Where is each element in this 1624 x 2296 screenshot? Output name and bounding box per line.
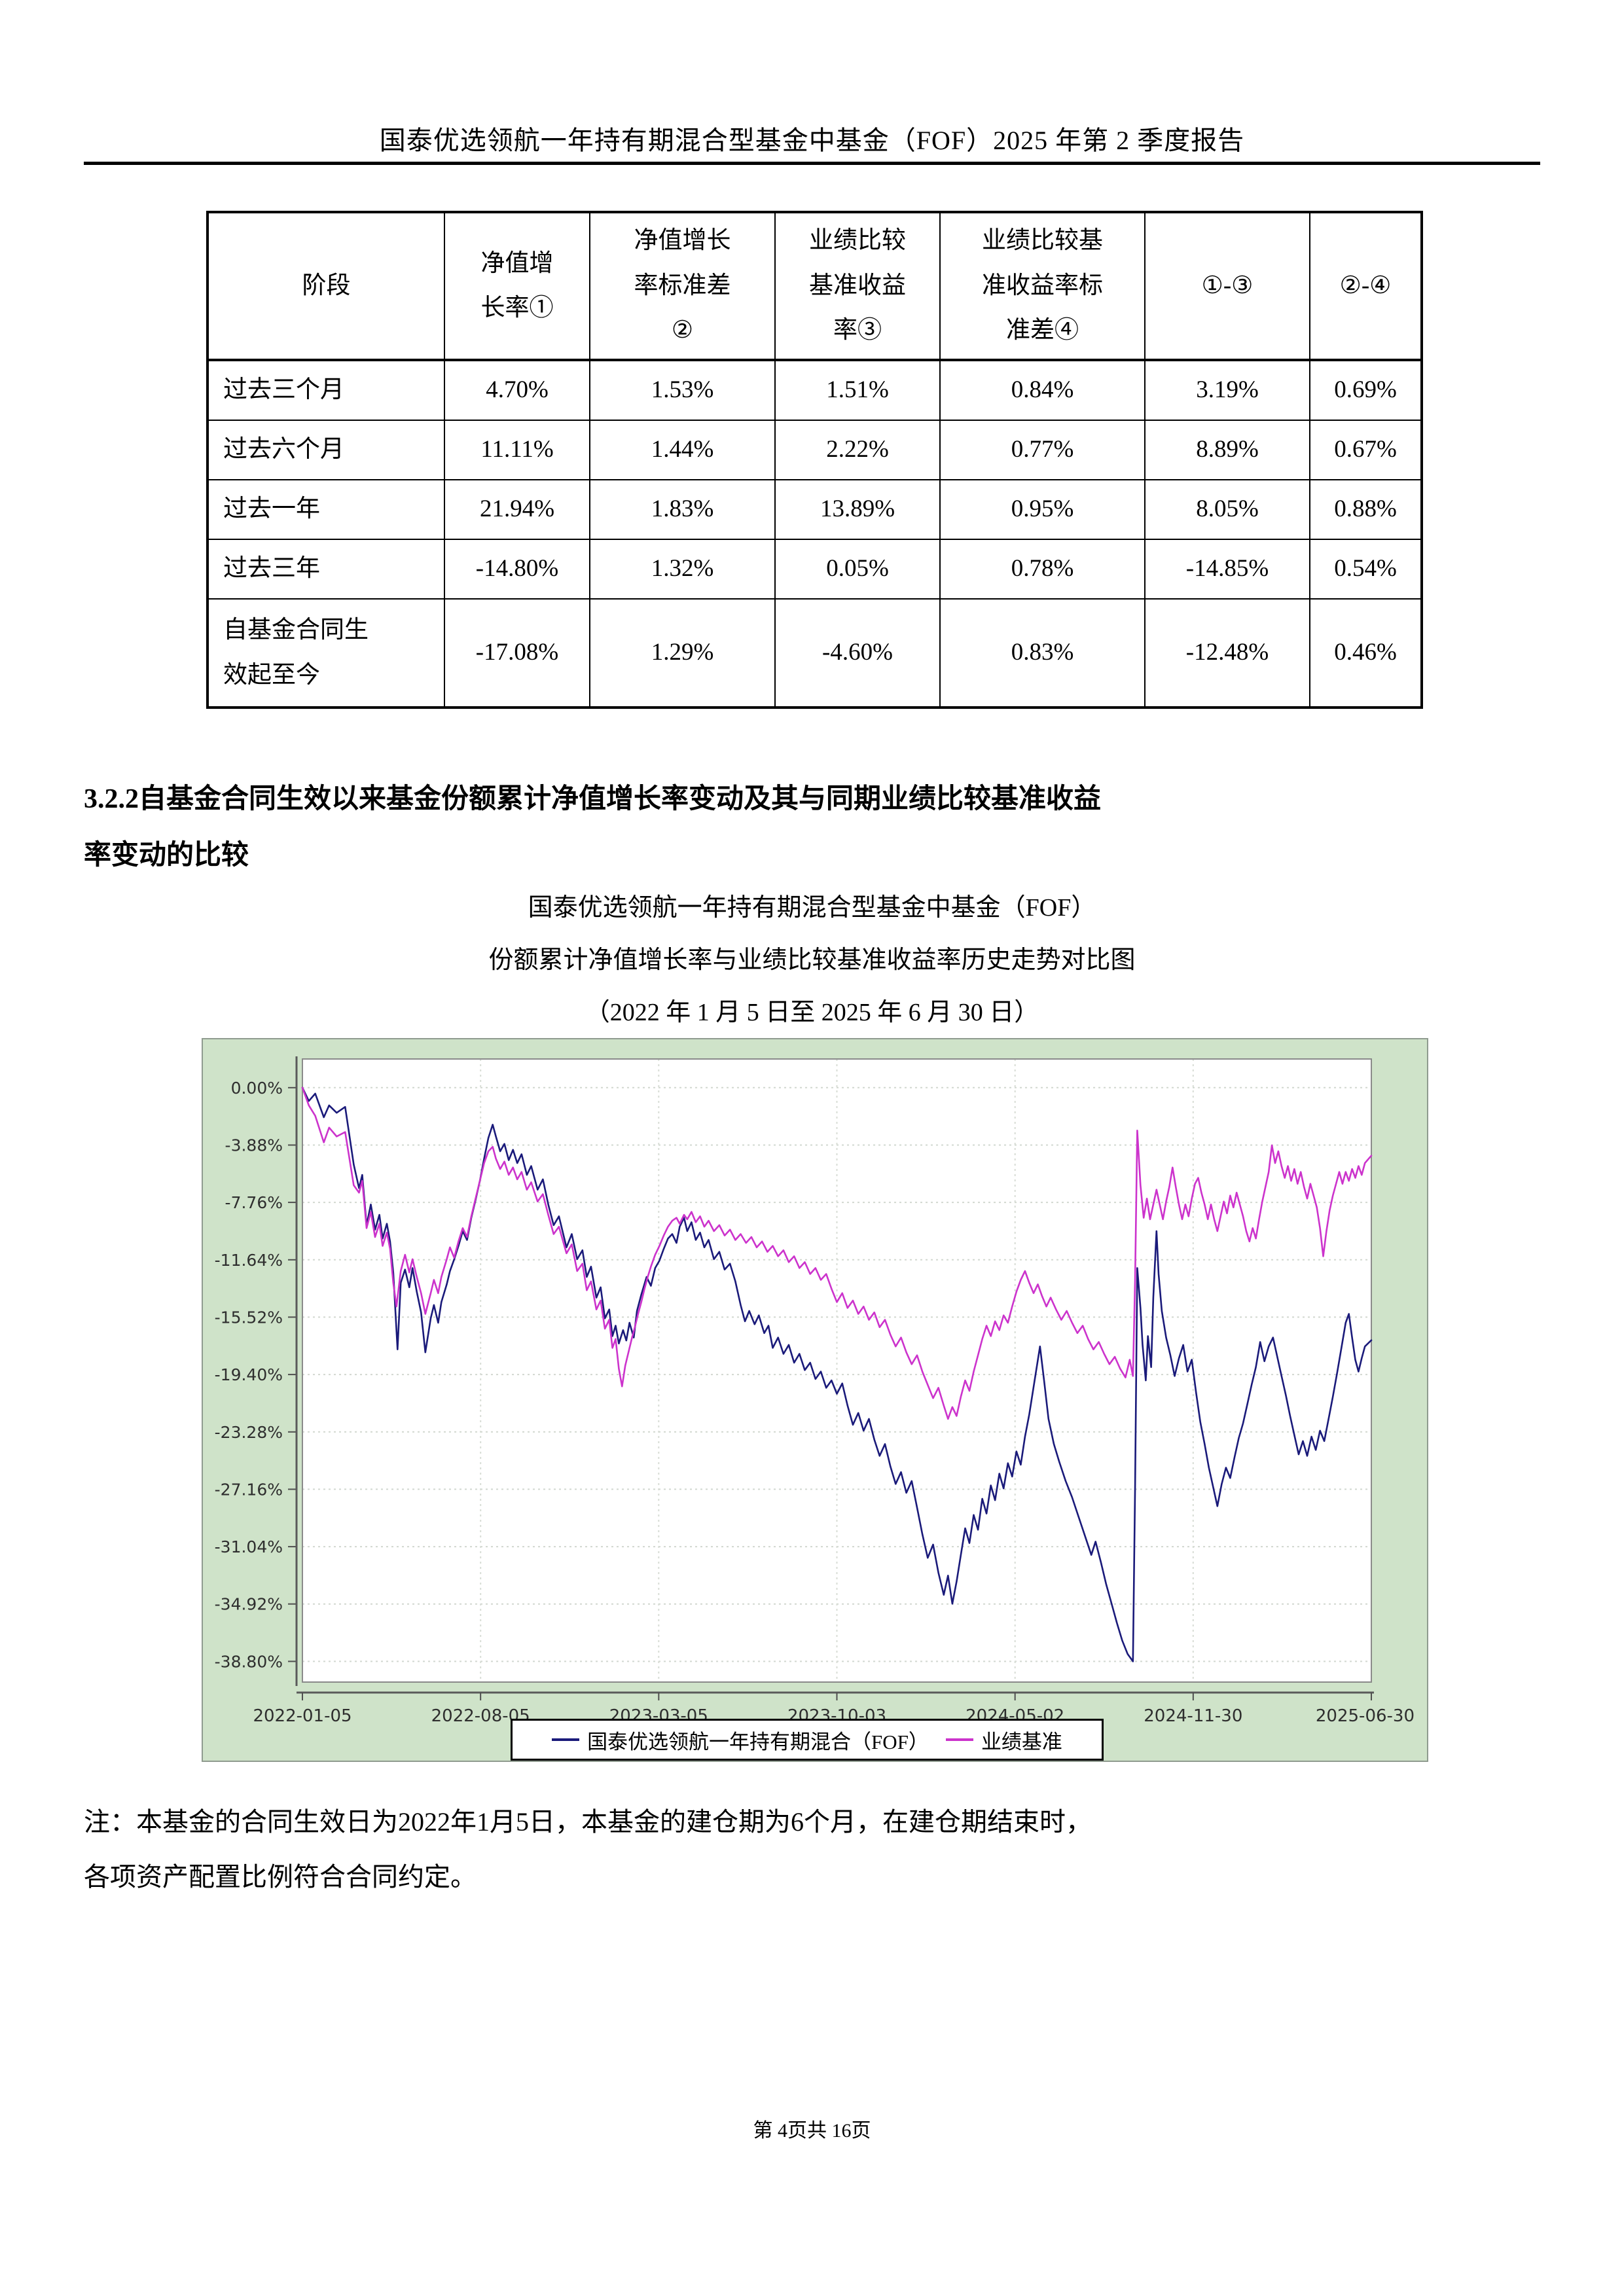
table-cell: 1.29% <box>589 598 776 708</box>
row-label: 过去三年 <box>207 539 445 600</box>
col-header-diff-2-4: ②-④ <box>1309 211 1422 361</box>
row-label: 自基金合同生 效起至今 <box>207 598 445 708</box>
table-cell: 0.78% <box>939 539 1146 600</box>
chart-note: 注：本基金的合同生效日为2022年1月5日，本基金的建仓期为6个月，在建仓期结束… <box>84 1795 1540 1905</box>
legend-label-benchmark: 业绩基准 <box>981 1730 1062 1753</box>
svg-text:-19.40%: -19.40% <box>215 1365 283 1384</box>
table-cell: 0.05% <box>774 539 941 600</box>
table-row: 过去一年 21.94% 1.83% 13.89% 0.95% 8.05% 0.8… <box>207 479 1422 540</box>
performance-chart: 0.00% -3.88% -7.76% -11.64% -15.52% -19.40% -2… <box>202 1038 1428 1762</box>
col-header-benchmark-return: 业绩比较 基准收益 率③ <box>774 211 941 361</box>
table-cell: 0.88% <box>1309 479 1422 540</box>
table-cell: 0.83% <box>939 598 1146 708</box>
table-cell: 1.51% <box>774 359 941 421</box>
performance-table: 阶段 净值增 长率① 净值增长 率标准差 ② 业绩比较 基准收益 率③ 业绩比较… <box>206 211 1423 709</box>
table-cell: -14.80% <box>444 539 590 600</box>
row-label: 过去六个月 <box>207 420 445 480</box>
svg-text:-31.04%: -31.04% <box>215 1537 283 1556</box>
section-heading: 3.2.2自基金合同生效以来基金份额累计净值增长率变动及其与同期业绩比较基准收益… <box>84 771 1540 884</box>
col-header-stage: 阶段 <box>207 211 445 361</box>
table-cell: 3.19% <box>1144 359 1310 421</box>
table-cell: -14.85% <box>1144 539 1310 600</box>
chart-note-line2: 各项资产配置比例符合合同约定。 <box>84 1862 477 1892</box>
legend-item-fund: 国泰优选领航一年持有期混合（FOF） <box>552 1725 929 1755</box>
table-cell: 0.67% <box>1309 420 1422 480</box>
svg-text:2022-01-05: 2022-01-05 <box>253 1706 352 1726</box>
table-cell: 13.89% <box>774 479 941 540</box>
svg-text:2024-11-30: 2024-11-30 <box>1144 1706 1242 1726</box>
chart-legend: 国泰优选领航一年持有期混合（FOF） 业绩基准 <box>511 1719 1104 1761</box>
header-divider <box>84 162 1540 165</box>
chart-note-line1: 注：本基金的合同生效日为2022年1月5日，本基金的建仓期为6个月，在建仓期结束… <box>84 1807 1092 1837</box>
row-label: 过去一年 <box>207 479 445 540</box>
svg-text:-3.88%: -3.88% <box>225 1136 283 1155</box>
svg-text:-27.16%: -27.16% <box>215 1480 283 1499</box>
benchmark-line-swatch <box>945 1738 973 1741</box>
table-cell: 21.94% <box>444 479 590 540</box>
fund-line-swatch <box>552 1738 580 1741</box>
table-row: 自基金合同生 效起至今 -17.08% 1.29% -4.60% 0.83% -… <box>207 598 1422 708</box>
table-cell: 8.89% <box>1144 420 1310 480</box>
page-footer: 第 4页共 16页 <box>753 2120 871 2142</box>
table-cell: 8.05% <box>1144 479 1310 540</box>
table-row: 过去三年 -14.80% 1.32% 0.05% 0.78% -14.85% 0… <box>207 539 1422 600</box>
svg-text:-11.64%: -11.64% <box>215 1251 283 1270</box>
table-cell: 0.95% <box>939 479 1146 540</box>
svg-text:-34.92%: -34.92% <box>215 1595 283 1614</box>
row-label: 过去三个月 <box>207 359 445 421</box>
svg-text:-7.76%: -7.76% <box>225 1193 283 1212</box>
table-row: 过去三个月 4.70% 1.53% 1.51% 0.84% 3.19% 0.69… <box>207 359 1422 421</box>
table-cell: 4.70% <box>444 359 590 421</box>
table-cell: -17.08% <box>444 598 590 708</box>
table-cell: -12.48% <box>1144 598 1310 708</box>
table-cell: 0.46% <box>1309 598 1422 708</box>
col-header-benchmark-std: 业绩比较基 准收益率标 准差④ <box>939 211 1146 361</box>
table-cell: 1.44% <box>589 420 776 480</box>
table-row: 过去六个月 11.11% 1.44% 2.22% 0.77% 8.89% 0.6… <box>207 420 1422 480</box>
table-header-row: 阶段 净值增 长率① 净值增长 率标准差 ② 业绩比较 基准收益 率③ 业绩比较… <box>207 211 1422 361</box>
svg-text:-38.80%: -38.80% <box>215 1652 283 1671</box>
chart-title-line1: 国泰优选领航一年持有期混合型基金中基金（FOF） <box>528 894 1096 922</box>
table-cell: 0.69% <box>1309 359 1422 421</box>
col-header-diff-1-3: ①-③ <box>1144 211 1310 361</box>
chart-title-line2: 份额累计净值增长率与业绩比较基准收益率历史走势对比图 <box>488 946 1136 974</box>
table-cell: -4.60% <box>774 598 941 708</box>
section-heading-line1: 3.2.2自基金合同生效以来基金份额累计净值增长率变动及其与同期业绩比较基准收益 <box>84 784 1102 814</box>
table-cell: 2.22% <box>774 420 941 480</box>
table-cell: 1.32% <box>589 539 776 600</box>
svg-text:-15.52%: -15.52% <box>215 1308 283 1327</box>
table-cell: 1.53% <box>589 359 776 421</box>
legend-label-fund: 国泰优选领航一年持有期混合（FOF） <box>587 1730 929 1753</box>
section-heading-line2: 率变动的比较 <box>84 840 249 870</box>
svg-text:-23.28%: -23.28% <box>215 1423 283 1442</box>
col-header-nav-growth-std: 净值增长 率标准差 ② <box>589 211 776 361</box>
col-header-nav-growth: 净值增 长率① <box>444 211 590 361</box>
chart-canvas: 0.00% -3.88% -7.76% -11.64% -15.52% -19.40% -2… <box>215 1056 1415 1726</box>
table-cell: 0.77% <box>939 420 1146 480</box>
table-cell: 1.83% <box>589 479 776 540</box>
chart-title-line3: （2022 年 1 月 5 日至 2025 年 6 月 30 日） <box>585 999 1039 1026</box>
table-cell: 0.84% <box>939 359 1146 421</box>
table-cell: 11.11% <box>444 420 590 480</box>
page-header-title: 国泰优选领航一年持有期混合型基金中基金（FOF）2025 年第 2 季度报告 <box>379 126 1245 155</box>
svg-text:2025-06-30: 2025-06-30 <box>1316 1706 1415 1726</box>
legend-item-benchmark: 业绩基准 <box>945 1725 1062 1755</box>
table-cell: 0.54% <box>1309 539 1422 600</box>
svg-text:0.00%: 0.00% <box>231 1079 283 1098</box>
